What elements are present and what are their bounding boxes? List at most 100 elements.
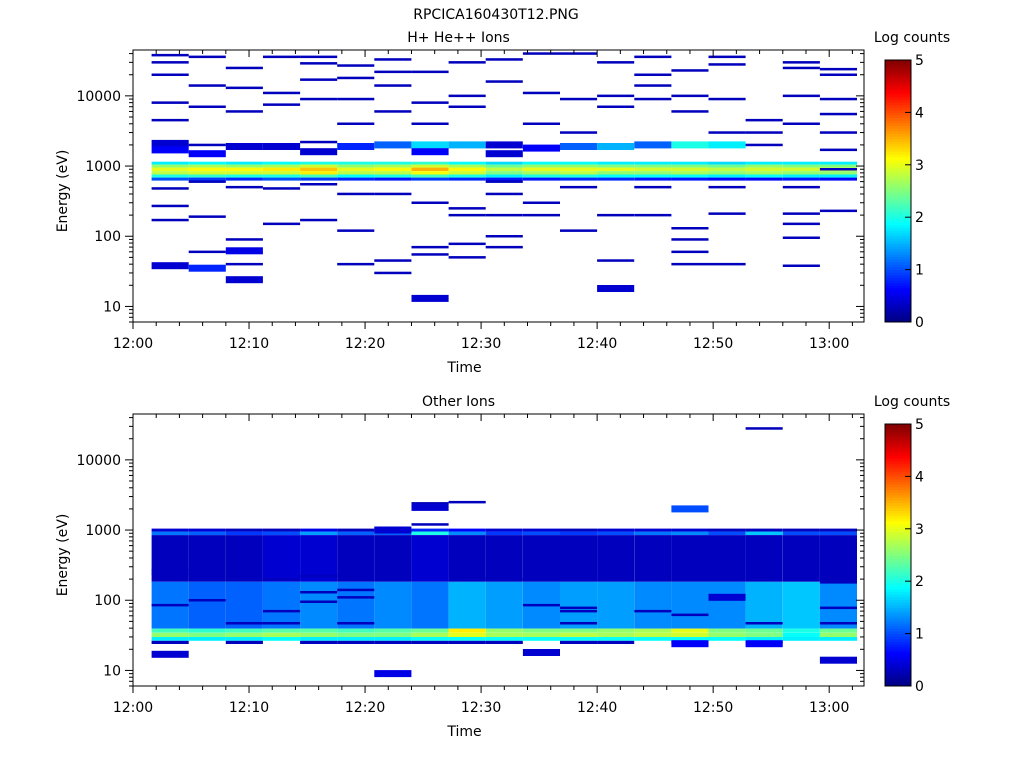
bin-cell (300, 218, 338, 222)
bin-cell (337, 76, 375, 80)
x-tick-label: 12:50 (693, 700, 733, 716)
bin-cell (819, 606, 857, 610)
band-cell (819, 161, 857, 165)
x-tick-label: 13:00 (809, 700, 849, 716)
y-tick-label: 100 (94, 229, 121, 245)
bin-cell (151, 603, 189, 607)
band-cell (411, 174, 449, 178)
band-cell (522, 531, 560, 535)
band-cell (151, 164, 189, 168)
bin-cell (671, 141, 709, 149)
band-cell (374, 637, 412, 641)
band-cell (782, 177, 820, 181)
band-cell (337, 632, 375, 637)
bin-cell (634, 609, 672, 613)
band-cell (448, 628, 486, 633)
bin-cell (448, 61, 486, 64)
band-cell (634, 632, 672, 637)
x-tick-label: 12:40 (577, 336, 617, 352)
band-cell (782, 531, 820, 535)
bin-cell (485, 58, 523, 61)
band-cell (485, 161, 523, 165)
bin-cell (485, 577, 523, 581)
bin-cell (745, 131, 783, 134)
band-cell (411, 637, 449, 641)
bin-cell (634, 213, 672, 217)
bin-cell (819, 73, 857, 76)
band-cell (745, 632, 783, 637)
y-tick-label: 100 (94, 593, 121, 609)
bin-cell (634, 141, 672, 149)
band-cell (448, 640, 486, 644)
band-cell (745, 528, 783, 532)
band-cell (263, 535, 301, 582)
bin-cell (374, 670, 412, 678)
bin-cell (151, 61, 189, 64)
bin-cell (485, 245, 523, 249)
bin-cell (225, 110, 263, 113)
band-cell (411, 177, 449, 181)
bin-cell (708, 141, 746, 149)
band-cell (745, 177, 783, 181)
bin-cell (708, 131, 746, 134)
bin-cell (188, 84, 226, 87)
bin-cell (225, 185, 263, 189)
band-cell (597, 161, 635, 165)
band-cell (448, 632, 486, 637)
band-cell (634, 628, 672, 633)
band-cell (374, 632, 412, 637)
axes: 12:00 12:10 12:20 12:30 12:40 12:50 13:00 10 100… (76, 413, 865, 716)
bin-cell (485, 213, 523, 217)
band-cell (374, 535, 412, 582)
band-cell (225, 632, 263, 637)
x-axis-label: Time (446, 360, 481, 376)
bin-cell (411, 101, 449, 104)
bin-cell (485, 180, 523, 183)
band-cell (374, 640, 412, 644)
band-cell (522, 528, 560, 532)
band-cell (448, 161, 486, 165)
colorbar-frame (884, 59, 912, 323)
band-cell (597, 632, 635, 637)
band-cell (225, 640, 263, 644)
bin-cell (671, 227, 709, 230)
colorbar-tick-label: 4 (915, 105, 924, 121)
x-tick-label: 12:40 (577, 700, 617, 716)
bin-cell (300, 55, 338, 59)
band-cell (708, 164, 746, 168)
bin-cell (671, 110, 709, 113)
x-tick-label: 12:50 (693, 336, 733, 352)
band-cell (485, 637, 523, 641)
band-cell (522, 637, 560, 641)
bin-cell (337, 262, 375, 266)
bin-cell (263, 91, 301, 95)
bin-cell (263, 103, 301, 106)
band-cell (225, 161, 263, 165)
band-cell (560, 171, 598, 175)
band-cell (560, 167, 598, 171)
band-cell (671, 528, 709, 532)
bin-cell (819, 168, 857, 171)
bin-cell (300, 62, 338, 65)
bin-cell (225, 622, 263, 625)
band-cell (634, 177, 672, 181)
band-cell (671, 637, 709, 641)
band-cell (411, 171, 449, 175)
band-cell (188, 177, 226, 181)
band-cell (151, 161, 189, 165)
bin-cell (188, 180, 226, 183)
bin-cell (560, 97, 598, 101)
x-tick-label: 12:10 (229, 336, 269, 352)
bin-cell (225, 276, 263, 284)
y-tick-label: 10000 (76, 453, 121, 469)
band-cell (634, 164, 672, 168)
x-tick-label: 12:00 (113, 336, 153, 352)
bin-cell (374, 110, 412, 113)
band-cell (745, 535, 783, 582)
band-cell (448, 528, 486, 532)
band-cell (597, 174, 635, 178)
band-cell (560, 531, 598, 535)
bin-cell (671, 94, 709, 98)
bin-cell (448, 141, 486, 149)
band-cell (597, 637, 635, 641)
